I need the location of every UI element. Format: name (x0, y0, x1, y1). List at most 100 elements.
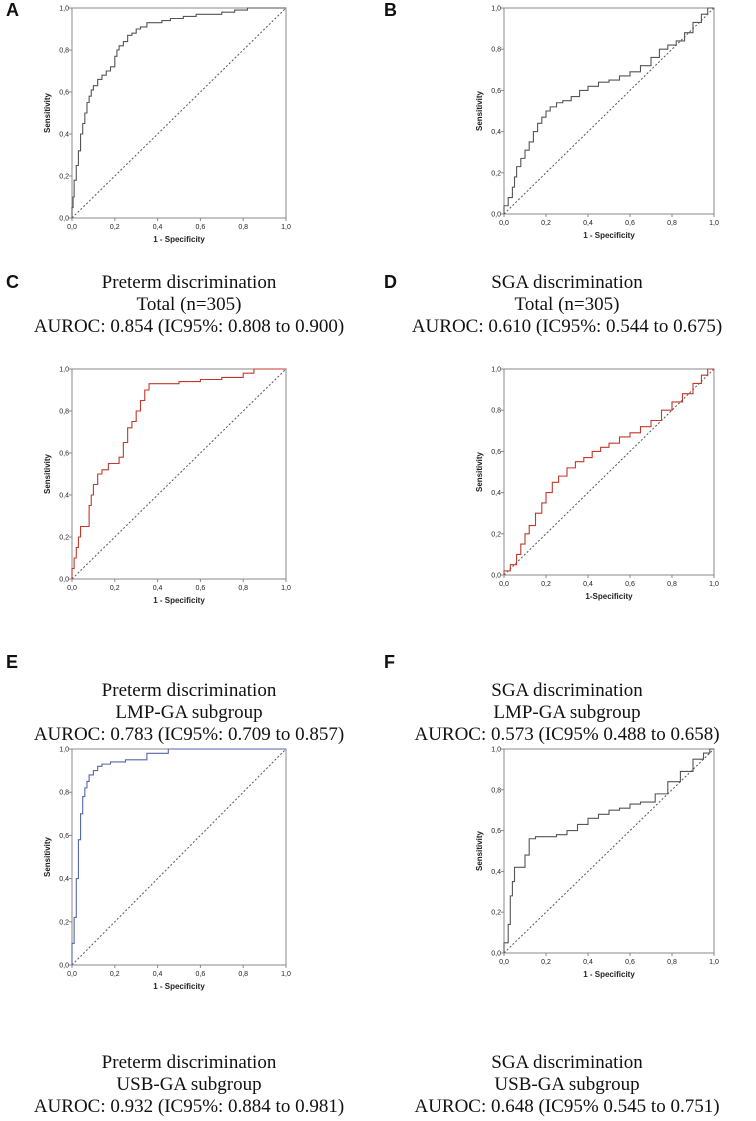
reference-diagonal (503, 368, 715, 576)
roc-chart-d: 0,00,0 0,2 0,2 0,4 0,4 0,6 0,6 0,8 0,8 1,0 1,0 1-Sp… (475, 367, 719, 602)
x-tick-label: 1,0 (709, 581, 719, 588)
caption-f: SGA discrimination USB-GA subgroup AUROC… (378, 1052, 756, 1118)
y-tick-label: 0,8 (59, 790, 69, 797)
caption-title-d: SGA discrimination (491, 680, 643, 701)
roc-curve (71, 748, 286, 965)
y-tick-label: 0,0 (491, 951, 501, 958)
panel-d: D 0,0 0,0 0,2 0,2 0,4 0,4 0,6 0,6 0,8 0,8 1,0 1,0 1-… (378, 272, 756, 646)
caption-auroc-b: AUROC: 0.610 (IC95%: 0.544 to 0.675) (411, 316, 723, 337)
x-axis-label: 1 - Specificity (153, 596, 205, 605)
x-axis-label: 1 - Specificity (583, 231, 635, 240)
plot-frame (503, 7, 715, 215)
y-tick-label: 0,6 (59, 90, 69, 97)
y-tick-label: 0,6 (491, 449, 501, 456)
x-tick-label: 0,8 (238, 224, 248, 231)
reference-diagonal (503, 748, 715, 954)
panel-b: B 0,0 0,0 0,2 0,2 0,4 0,4 0,6 0,6 0,8 0,8 1,0 1,0 1 … (378, 0, 756, 374)
x-tick-label: 1,0 (709, 959, 719, 966)
x-tick-label: 0,6 (196, 971, 206, 978)
caption-c: Preterm discrimination LMP-GA subgroup A… (0, 680, 378, 746)
x-tick-label: 0,4 (583, 581, 593, 588)
x-tick-label: 0,8 (238, 971, 248, 978)
y-tick-label: 0,8 (491, 408, 501, 415)
x-tick-label: 0,0 (67, 971, 77, 978)
x-tick-label: 0,0 (67, 224, 77, 231)
x-axis-label: 1 - Specificity (153, 982, 205, 991)
y-tick-label: 0,8 (491, 47, 501, 54)
x-axis-label: 1 - Specificity (583, 970, 635, 979)
plot-frame (503, 748, 715, 954)
x-tick-label: 0,4 (153, 224, 163, 231)
caption-group-f: USB-GA subgroup (494, 1074, 640, 1095)
caption-group-e: USB-GA subgroup (116, 1074, 262, 1095)
y-axis-label: Sensitivity (43, 836, 52, 877)
roc-chart-f: 0,00,0 0,2 0,2 0,4 0,4 0,6 0,6 0,8 0,8 1,0 1,0 1 - … (475, 747, 719, 980)
y-tick-label: 0,2 (491, 910, 501, 917)
y-tick-label: 0,4 (59, 132, 69, 139)
x-tick-label: 1,0 (281, 971, 291, 978)
caption-b: SGA discrimination Total (n=305) AUROC: … (378, 272, 756, 338)
x-tick-label: 0,0 (67, 585, 77, 592)
x-tick-label: 0,4 (583, 959, 593, 966)
caption-auroc-d: AUROC: 0.573 (IC95% 0.488 to 0.658) (414, 724, 720, 745)
panel-letter-d: D (384, 272, 397, 292)
x-tick-label: 0,4 (153, 585, 163, 592)
roc-curve (71, 368, 286, 579)
y-tick-label: 0,0 (59, 577, 69, 584)
caption-title-b: SGA discrimination (491, 272, 643, 293)
caption-group-c: LMP-GA subgroup (115, 702, 263, 723)
panel-f: F 0,0 0,0 0,2 0,2 0,4 0,4 0,6 0,6 0,8 0,8 1,0 1,0 1 … (378, 652, 756, 1026)
x-tick-label: 0,8 (667, 959, 677, 966)
x-tick-label: 0,4 (583, 220, 593, 227)
y-tick-label: 0,4 (59, 876, 69, 883)
caption-auroc-c: AUROC: 0.783 (IC95%: 0.709 to 0.857) (33, 724, 345, 745)
y-tick-label: 0,2 (59, 174, 69, 181)
caption-group-a: Total (n=305) (136, 294, 242, 315)
y-tick-label: 1,0 (491, 747, 501, 754)
caption-auroc-e: AUROC: 0.932 (IC95%: 0.884 to 0.981) (33, 1096, 345, 1117)
caption-auroc-f: AUROC: 0.648 (IC95% 0.545 to 0.751) (414, 1096, 720, 1117)
roc-chart-e: 0,00,0 0,2 0,2 0,4 0,4 0,6 0,6 0,8 0,8 1,0 1,0 1 - … (43, 747, 291, 992)
y-tick-label: 0,8 (59, 48, 69, 55)
y-axis-label: Sensitivity (475, 90, 484, 131)
roc-curve (503, 7, 714, 214)
y-tick-label: 0,2 (59, 919, 69, 926)
caption-title-c: Preterm discrimination (101, 680, 277, 701)
y-tick-label: 0,6 (59, 451, 69, 458)
x-tick-label: 0,4 (153, 971, 163, 978)
x-tick-label: 0,6 (625, 220, 635, 227)
panel-letter-b: B (384, 0, 397, 20)
x-tick-label: 0,2 (541, 220, 551, 227)
panel-a: A 0,0 0,0 0,2 0,2 0,4 0,4 0,6 0,6 0,8 0,8 1,0 1,0 1 … (0, 0, 378, 374)
y-tick-label: 1,0 (59, 747, 69, 754)
x-tick-label: 0,6 (625, 581, 635, 588)
y-tick-label: 0,6 (59, 833, 69, 840)
y-tick-label: 0,2 (491, 531, 501, 538)
caption-group-b: Total (n=305) (514, 294, 620, 315)
y-tick-label: 0,8 (491, 787, 501, 794)
reference-diagonal (71, 368, 287, 580)
x-tick-label: 0,2 (110, 971, 120, 978)
y-axis-label: Sensitivity (43, 453, 52, 494)
x-tick-label: 0,8 (238, 585, 248, 592)
caption-auroc-a: AUROC: 0.854 (IC95%: 0.808 to 0.900) (33, 316, 345, 337)
y-tick-label: 0,2 (491, 170, 501, 177)
y-axis-label: Sensitivity (475, 451, 484, 492)
panel-c: C 0,0 0,0 0,2 0,2 0,4 0,4 0,6 0,6 0,8 0,8 1,0 1,0 1 … (0, 272, 378, 646)
caption-group-d: LMP-GA subgroup (493, 702, 641, 723)
y-tick-label: 1,0 (491, 6, 501, 13)
caption-title-e: Preterm discrimination (101, 1052, 277, 1073)
y-tick-label: 1,0 (59, 6, 69, 13)
y-tick-label: 0,8 (59, 409, 69, 416)
x-tick-label: 1,0 (709, 220, 719, 227)
panel-letter-a: A (6, 0, 19, 20)
y-tick-label: 0,2 (59, 535, 69, 542)
x-axis-label: 1 - Specificity (153, 235, 205, 244)
y-tick-label: 1,0 (59, 367, 69, 374)
y-tick-label: 0,4 (59, 493, 69, 500)
y-tick-label: 0,6 (491, 88, 501, 95)
caption-title-a: Preterm discrimination (101, 272, 277, 293)
x-tick-label: 1,0 (281, 224, 291, 231)
caption-e: Preterm discrimination USB-GA subgroup A… (0, 1052, 378, 1118)
caption-title-f: SGA discrimination (491, 1052, 643, 1073)
